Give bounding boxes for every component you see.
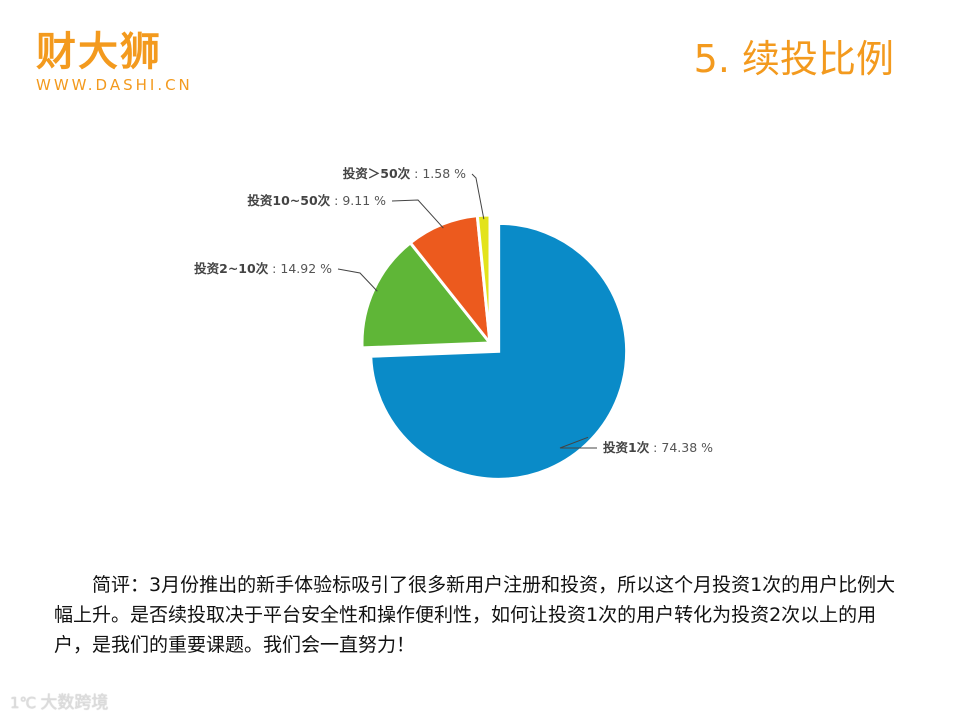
brand-logo: 财大狮 WWW.DASHI.CN bbox=[36, 30, 193, 94]
leader-line bbox=[391, 199, 444, 229]
slice-category: 投资2~10次 bbox=[194, 261, 269, 276]
slice-value: : 9.11 % bbox=[330, 193, 386, 208]
slice-value: : 14.92 % bbox=[268, 261, 332, 276]
slice-category: 投资1次 bbox=[603, 440, 650, 455]
logo-name: 财大狮 bbox=[36, 29, 162, 75]
slice-value: : 1.58 % bbox=[410, 166, 466, 181]
pie-chart: 投资1次 : 74.38 % 投资2~10次 : 14.92 % 投资10~50次 … bbox=[194, 166, 713, 481]
watermark: 1℃ 大数跨境 bbox=[10, 688, 108, 713]
slice-label: 投资1次 : 74.38 % bbox=[603, 440, 713, 455]
logo-url: WWW.DASHI.CN bbox=[36, 76, 193, 94]
slice-label: 投资＞50次 : 1.58 % bbox=[343, 166, 466, 181]
commentary-text: 简评：3月份推出的新手体验标吸引了很多新用户注册和投资，所以这个月投资1次的用户… bbox=[54, 574, 896, 656]
pie-slice bbox=[360, 240, 494, 350]
watermark-text: 大数跨境 bbox=[40, 693, 109, 713]
slice-label: 投资10~50次 : 9.11 % bbox=[247, 193, 386, 208]
pie-slice bbox=[475, 213, 492, 344]
slice-category: 投资10~50次 bbox=[247, 193, 330, 208]
slice-category: 投资＞50次 bbox=[343, 166, 411, 181]
slice-value: : 74.38 % bbox=[649, 440, 713, 455]
slice-label: 投资2~10次 : 14.92 % bbox=[194, 261, 332, 276]
leader-line bbox=[559, 436, 597, 449]
leader-line bbox=[471, 173, 485, 220]
slide-title: 5. 续投比例 bbox=[693, 37, 894, 81]
pie-slice bbox=[369, 221, 629, 481]
watermark-icon: 1℃ bbox=[10, 694, 37, 712]
leader-line bbox=[337, 268, 378, 292]
